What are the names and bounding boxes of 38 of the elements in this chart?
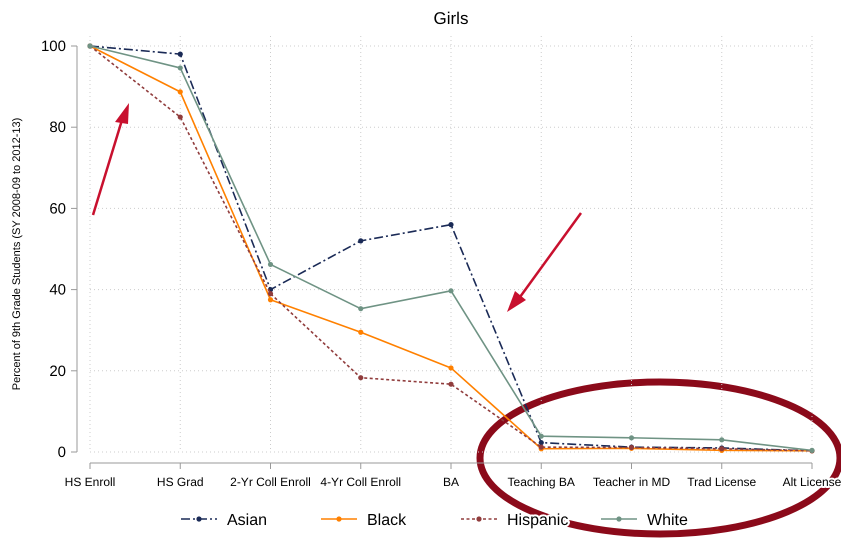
point: [178, 89, 183, 94]
point: [268, 297, 274, 302]
point: [268, 291, 274, 296]
point: [628, 435, 634, 440]
point: [448, 382, 454, 387]
point: [448, 288, 454, 294]
x-tick-label: Teacher in MD: [592, 475, 671, 489]
chart-title: Girls: [434, 9, 468, 28]
y-tick-label: 100: [40, 38, 66, 55]
point: [719, 437, 724, 442]
point: [448, 365, 454, 371]
legend-label: White: [647, 512, 688, 529]
y-tick-label: 40: [49, 282, 66, 299]
x-tick-label: BA: [442, 475, 460, 489]
point: [358, 306, 364, 312]
point: [538, 434, 544, 439]
x-tick-label: HS Grad: [156, 475, 204, 489]
y-tick-label: 80: [49, 119, 66, 136]
point: [178, 114, 183, 120]
y-tick-label: 0: [58, 444, 66, 461]
x-tick-label: Teaching BA: [508, 475, 575, 489]
x-tick-label: 4-Yr Coll Enroll: [320, 475, 402, 489]
point: [358, 330, 364, 335]
point: [178, 65, 183, 71]
x-tick-label: HS Enroll: [64, 475, 116, 489]
point: [448, 222, 454, 228]
y-axis-title: Percent of 9th Grade Students (SY 2008-09 to 2012-13): [11, 118, 23, 390]
x-tick-label: Trad License: [687, 475, 757, 489]
point: [178, 52, 183, 57]
legend-label: Asian: [227, 512, 268, 529]
y-tick-label: 20: [49, 362, 66, 380]
y-tick-label: 60: [49, 200, 66, 218]
point: [358, 375, 364, 380]
legend-label: Black: [367, 512, 408, 529]
point: [538, 440, 544, 446]
point: [358, 238, 364, 244]
point: [268, 262, 274, 268]
x-tick-label: 2-Yr Coll Enroll: [230, 475, 311, 489]
